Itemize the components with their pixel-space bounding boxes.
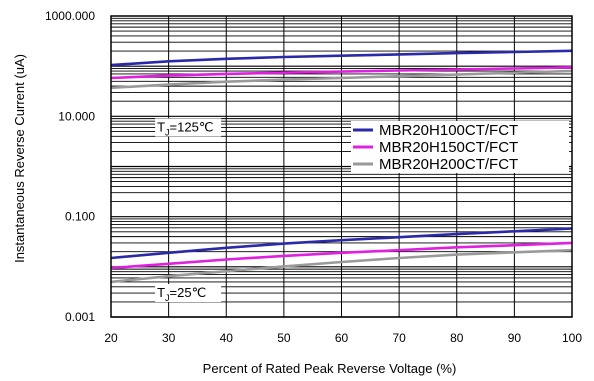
legend-item-label: MBR20H200CT/FCT (379, 156, 518, 173)
plot-frame (110, 15, 573, 318)
x-tick-label: 60 (335, 331, 349, 345)
y-tick-label: 0.100 (65, 210, 95, 224)
series-line-2 (110, 69, 573, 90)
series-line-5 (110, 248, 573, 284)
x-tick-label: 30 (162, 331, 176, 345)
x-axis-label: Percent of Rated Peak Reverse Voltage (%… (203, 361, 457, 376)
legend: MBR20H100CT/FCTMBR20H150CT/FCTMBR20H200C… (351, 121, 569, 173)
x-tick-labels: 20 30 40 50 60 70 80 90 100 (104, 331, 582, 345)
x-tick-label: 90 (508, 331, 522, 345)
y-tick-labels: 0.001 0.100 10.000 1000.000 (45, 9, 95, 324)
series-line-4 (110, 241, 573, 270)
x-tick-label: 100 (562, 331, 582, 345)
annotation-background (155, 118, 222, 137)
x-tick-label: 80 (450, 331, 464, 345)
y-tick-label: 10.000 (58, 109, 95, 123)
annotation-background (155, 284, 222, 303)
x-tick-label: 40 (220, 331, 234, 345)
series-line-3 (110, 227, 573, 260)
series-line-0 (110, 49, 573, 67)
y-tick-label: 1000.000 (45, 9, 95, 23)
legend-item-label: MBR20H150CT/FCT (379, 139, 518, 156)
legend-box (351, 121, 569, 173)
tj-annotation-0: TJ=125℃ (157, 119, 213, 137)
y-tick-label: 0.001 (65, 310, 95, 324)
annotations: TJ=125℃ TJ=25℃ (155, 118, 222, 303)
x-tick-label: 70 (392, 331, 406, 345)
x-tick-label: 50 (277, 331, 291, 345)
legend-item-label: MBR20H100CT/FCT (379, 122, 518, 139)
tj-annotation-1: TJ=25℃ (157, 285, 206, 303)
x-tick-label: 20 (104, 331, 118, 345)
y-axis-label: Instantaneous Reverse Current (uA) (12, 54, 27, 263)
series-lines (110, 49, 573, 284)
series-line-1 (110, 66, 573, 80)
